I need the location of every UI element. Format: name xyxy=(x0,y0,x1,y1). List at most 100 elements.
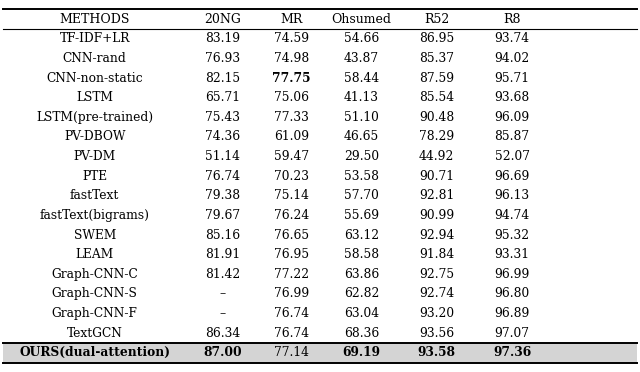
Text: 96.80: 96.80 xyxy=(494,288,530,301)
Text: fastText(bigrams): fastText(bigrams) xyxy=(40,209,150,222)
Text: Graph-CNN-F: Graph-CNN-F xyxy=(52,307,138,320)
Text: 41.13: 41.13 xyxy=(344,91,379,104)
Text: 77.14: 77.14 xyxy=(274,346,308,359)
Text: 58.44: 58.44 xyxy=(344,71,380,84)
Text: 96.13: 96.13 xyxy=(495,189,529,202)
Text: 79.38: 79.38 xyxy=(205,189,240,202)
Text: 96.69: 96.69 xyxy=(494,170,530,183)
Text: 59.47: 59.47 xyxy=(274,150,308,163)
Text: PV-DBOW: PV-DBOW xyxy=(64,131,125,144)
Text: 69.19: 69.19 xyxy=(342,346,381,359)
Text: 97.36: 97.36 xyxy=(493,346,531,359)
Text: Graph-CNN-C: Graph-CNN-C xyxy=(51,268,138,281)
Text: 90.48: 90.48 xyxy=(419,111,454,124)
Text: Ohsumed: Ohsumed xyxy=(332,13,392,26)
Text: 87.00: 87.00 xyxy=(204,346,242,359)
Text: OURS(dual-attention): OURS(dual-attention) xyxy=(19,346,170,359)
Text: 58.58: 58.58 xyxy=(344,248,379,261)
Text: LEAM: LEAM xyxy=(76,248,114,261)
Text: TF-IDF+LR: TF-IDF+LR xyxy=(60,32,130,45)
Text: 96.99: 96.99 xyxy=(494,268,530,281)
Text: 44.92: 44.92 xyxy=(419,150,454,163)
Text: 96.89: 96.89 xyxy=(494,307,530,320)
Text: 85.87: 85.87 xyxy=(495,131,529,144)
Text: 82.15: 82.15 xyxy=(205,71,240,84)
Text: 57.70: 57.70 xyxy=(344,189,379,202)
Text: 92.74: 92.74 xyxy=(419,288,454,301)
Text: 93.68: 93.68 xyxy=(494,91,530,104)
Text: –: – xyxy=(220,307,226,320)
Text: –: – xyxy=(220,288,226,301)
Text: 77.22: 77.22 xyxy=(274,268,308,281)
Text: 74.59: 74.59 xyxy=(274,32,308,45)
Text: 86.95: 86.95 xyxy=(419,32,454,45)
Text: 63.12: 63.12 xyxy=(344,228,379,241)
Text: 65.71: 65.71 xyxy=(205,91,240,104)
Text: 85.54: 85.54 xyxy=(419,91,454,104)
Bar xyxy=(3,343,637,363)
Text: 76.65: 76.65 xyxy=(274,228,308,241)
Text: 76.24: 76.24 xyxy=(273,209,309,222)
Text: 93.74: 93.74 xyxy=(495,32,529,45)
Text: 63.04: 63.04 xyxy=(344,307,379,320)
Text: 83.19: 83.19 xyxy=(205,32,240,45)
Text: 62.82: 62.82 xyxy=(344,288,380,301)
Text: 95.32: 95.32 xyxy=(495,228,529,241)
Text: 81.91: 81.91 xyxy=(205,248,240,261)
Text: 75.43: 75.43 xyxy=(205,111,240,124)
Text: SWEM: SWEM xyxy=(74,228,116,241)
Text: 85.16: 85.16 xyxy=(205,228,240,241)
Text: 74.36: 74.36 xyxy=(205,131,240,144)
Text: 43.87: 43.87 xyxy=(344,52,379,65)
Text: 94.74: 94.74 xyxy=(494,209,530,222)
Text: 81.42: 81.42 xyxy=(205,268,241,281)
Text: 94.02: 94.02 xyxy=(494,52,530,65)
Text: 92.94: 92.94 xyxy=(419,228,454,241)
Text: 75.06: 75.06 xyxy=(274,91,308,104)
Text: 76.74: 76.74 xyxy=(205,170,240,183)
Text: 74.98: 74.98 xyxy=(273,52,309,65)
Text: 87.59: 87.59 xyxy=(419,71,454,84)
Text: 78.29: 78.29 xyxy=(419,131,454,144)
Text: 52.07: 52.07 xyxy=(495,150,529,163)
Text: 51.14: 51.14 xyxy=(205,150,240,163)
Text: 20NG: 20NG xyxy=(204,13,241,26)
Text: 61.09: 61.09 xyxy=(274,131,308,144)
Text: R8: R8 xyxy=(503,13,521,26)
Text: TextGCN: TextGCN xyxy=(67,327,123,340)
Text: 90.99: 90.99 xyxy=(419,209,454,222)
Text: 55.69: 55.69 xyxy=(344,209,379,222)
Text: 70.23: 70.23 xyxy=(274,170,308,183)
Text: 91.84: 91.84 xyxy=(419,248,454,261)
Text: 76.93: 76.93 xyxy=(205,52,240,65)
Text: CNN-non-static: CNN-non-static xyxy=(47,71,143,84)
Text: 95.71: 95.71 xyxy=(495,71,529,84)
Text: 68.36: 68.36 xyxy=(344,327,380,340)
Text: MR: MR xyxy=(280,13,302,26)
Text: 76.95: 76.95 xyxy=(274,248,308,261)
Text: 97.07: 97.07 xyxy=(495,327,529,340)
Text: 79.67: 79.67 xyxy=(205,209,240,222)
Text: 90.71: 90.71 xyxy=(419,170,454,183)
Text: LSTM(pre-trained): LSTM(pre-trained) xyxy=(36,111,154,124)
Text: 75.14: 75.14 xyxy=(274,189,308,202)
Text: R52: R52 xyxy=(424,13,449,26)
Text: fastText: fastText xyxy=(70,189,120,202)
Text: PV-DM: PV-DM xyxy=(74,150,116,163)
Text: 51.10: 51.10 xyxy=(344,111,379,124)
Text: 93.31: 93.31 xyxy=(495,248,529,261)
Text: 92.81: 92.81 xyxy=(419,189,454,202)
Text: 76.74: 76.74 xyxy=(274,327,308,340)
Text: 85.37: 85.37 xyxy=(419,52,454,65)
Text: 93.58: 93.58 xyxy=(417,346,456,359)
Text: 93.20: 93.20 xyxy=(419,307,454,320)
Text: 77.33: 77.33 xyxy=(274,111,308,124)
Text: Graph-CNN-S: Graph-CNN-S xyxy=(52,288,138,301)
Text: PTE: PTE xyxy=(82,170,108,183)
Text: CNN-rand: CNN-rand xyxy=(63,52,127,65)
Text: 29.50: 29.50 xyxy=(344,150,379,163)
Text: 86.34: 86.34 xyxy=(205,327,241,340)
Text: LSTM: LSTM xyxy=(76,91,113,104)
Text: 77.75: 77.75 xyxy=(272,71,310,84)
Text: 93.56: 93.56 xyxy=(419,327,454,340)
